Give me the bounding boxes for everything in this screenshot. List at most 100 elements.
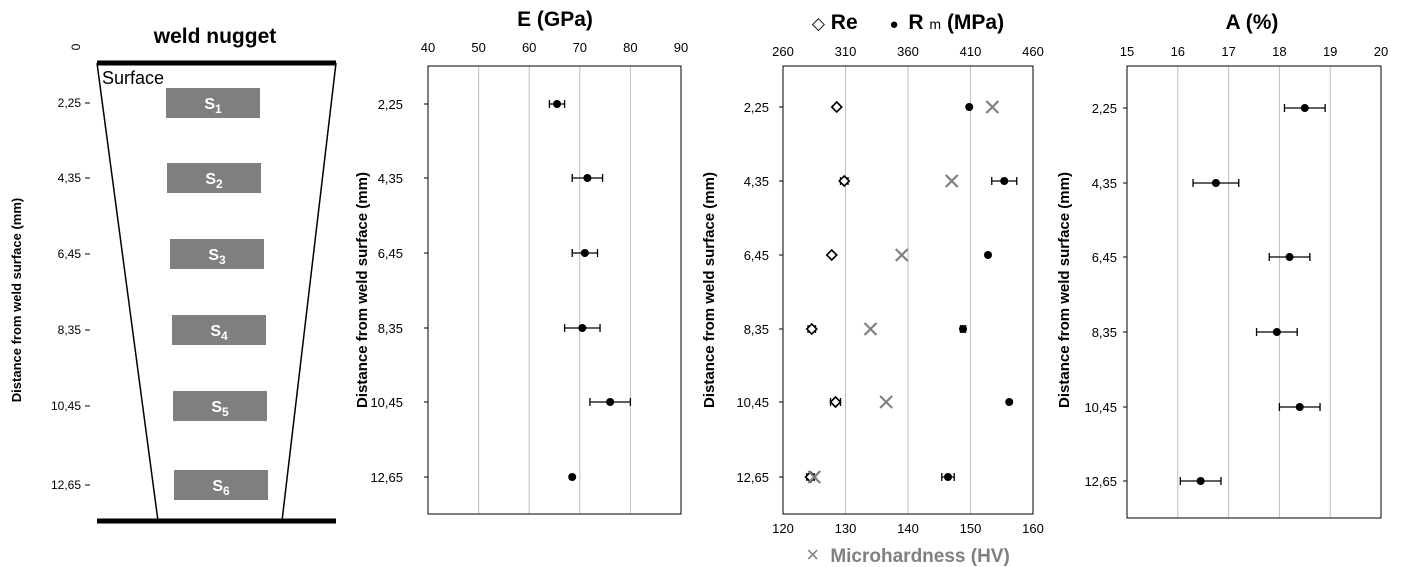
chart-strength-title: ◇ Re ● R m (MPa): [812, 11, 1004, 34]
a-point: [1285, 253, 1294, 261]
specimen-6: [174, 470, 268, 500]
x-tick-label-bottom: 150: [960, 521, 982, 536]
microhardness-axis-label: × Microhardness (HV): [806, 542, 1010, 567]
x-tick-label: 18: [1272, 44, 1286, 59]
x-tick-label: 17: [1221, 44, 1235, 59]
chart-a-title: A (%): [1226, 11, 1279, 34]
chart-strength-frame: [782, 65, 1034, 515]
x-tick-label: 60: [522, 40, 536, 55]
microhardness-point: [894, 248, 909, 262]
microhardness-point: [944, 174, 959, 188]
e-point: [606, 398, 615, 406]
y-tick-label: 4,35: [1092, 176, 1117, 191]
y-tick-label: 2,25: [378, 97, 403, 112]
x-tick-label-top: 460: [1022, 44, 1044, 59]
x-tick-label-bottom: 140: [897, 521, 919, 536]
specimen-label-sub: 4: [221, 329, 228, 343]
specimen-label-sub: 6: [223, 484, 230, 498]
chart-a-ylabel: Distance from weld surface (mm): [1056, 172, 1073, 408]
x-tick-label: 19: [1323, 44, 1337, 59]
a-point: [1196, 477, 1205, 485]
re-point: [805, 322, 818, 336]
chart-e-frame: [427, 65, 682, 515]
specimen-4: [172, 315, 266, 345]
x-tick-label-top: 360: [897, 44, 919, 59]
y-tick-label: 10,45: [1084, 400, 1117, 415]
e-point: [583, 174, 592, 182]
specimen-label-base: S: [208, 247, 219, 264]
y-tick-label: 6,45: [1092, 250, 1117, 265]
rm-legend-symbol: ●: [890, 16, 899, 33]
y-tick-label: 6,45: [378, 246, 403, 261]
rm-point: [984, 251, 992, 259]
rm-legend-base: R: [908, 11, 923, 34]
specimen-1: [166, 88, 260, 118]
y-tick-label: 6,45: [744, 248, 769, 263]
x-tick-label-top: 410: [960, 44, 982, 59]
re-legend-symbol: ◇: [812, 14, 826, 33]
re-point: [825, 248, 838, 262]
y-tick-label: 2,25: [744, 100, 769, 115]
x-tick-label: 50: [471, 40, 485, 55]
e-point: [553, 100, 562, 108]
surface-label: Surface: [102, 68, 164, 88]
specimen-label-base: S: [204, 96, 215, 113]
x-tick-label: 70: [573, 40, 587, 55]
microhardness-point: [863, 322, 878, 336]
schematic-tick-label: 10,45: [51, 399, 81, 413]
y-tick-label: 10,45: [370, 395, 403, 410]
x-tick-label: 20: [1374, 44, 1388, 59]
chart-strength: ◇ Re ● R m (MPa) Distance from weld surf…: [701, 11, 1044, 567]
specimen-label-base: S: [211, 399, 222, 416]
specimen-label: S5: [211, 399, 229, 419]
y-tick-label: 12,65: [736, 470, 769, 485]
x-tick-label-bottom: 120: [772, 521, 794, 536]
y-tick-label: 2,25: [1092, 101, 1117, 116]
microhardness-point: [879, 395, 893, 409]
re-point: [829, 395, 842, 409]
schematic-tick-label: 12,65: [51, 478, 81, 492]
x-tick-label-bottom: 160: [1022, 521, 1044, 536]
specimen-label: S2: [205, 171, 223, 191]
weld-nugget-outline-right: [281, 62, 337, 522]
rm-point: [1000, 177, 1009, 185]
rm-point: [1005, 398, 1014, 406]
microhardness-point: [807, 470, 822, 484]
e-point: [580, 249, 589, 257]
y-tick-label: 10,45: [736, 395, 769, 410]
re-point: [838, 174, 851, 188]
schematic-tick-label: 2,25: [58, 96, 82, 110]
e-point: [568, 473, 577, 481]
re-point: [830, 100, 843, 114]
schematic-tick-label: 8,35: [58, 323, 82, 337]
chart-strength-ylabel: Distance from weld surface (mm): [701, 172, 718, 408]
schematic-zero-label: 0: [69, 43, 83, 50]
e-point: [578, 324, 587, 332]
weld-nugget-outline: [96, 62, 159, 522]
y-tick-label: 4,35: [744, 174, 769, 189]
rm-point: [965, 103, 974, 111]
microhardness-label-text: Microhardness (HV): [830, 546, 1009, 567]
chart-e-title: E (GPa): [517, 8, 593, 31]
x-tick-label-top: 260: [772, 44, 794, 59]
x-tick-label: 80: [623, 40, 637, 55]
specimen-label: S6: [212, 478, 230, 498]
rm-point: [944, 473, 952, 481]
re-legend-label: Re: [831, 11, 858, 34]
x-tick-label-top: 310: [835, 44, 857, 59]
schematic-tick-label: 6,45: [58, 247, 82, 261]
a-point: [1295, 403, 1304, 411]
schematic-tick-label: 4,35: [58, 171, 82, 185]
specimen-label: S1: [204, 96, 222, 116]
x-tick-label: 40: [421, 40, 435, 55]
y-tick-label: 8,35: [1092, 325, 1117, 340]
specimen-label-base: S: [212, 478, 223, 495]
specimen-label: S4: [210, 323, 228, 343]
chart-a: A (%) Distance from weld surface (mm) 15…: [1056, 11, 1388, 519]
x-tick-label: 90: [674, 40, 688, 55]
specimen-label-sub: 2: [216, 177, 223, 191]
specimen-label-sub: 1: [215, 102, 222, 116]
y-tick-label: 8,35: [744, 322, 769, 337]
y-tick-label: 8,35: [378, 321, 403, 336]
specimen-2: [167, 163, 261, 193]
